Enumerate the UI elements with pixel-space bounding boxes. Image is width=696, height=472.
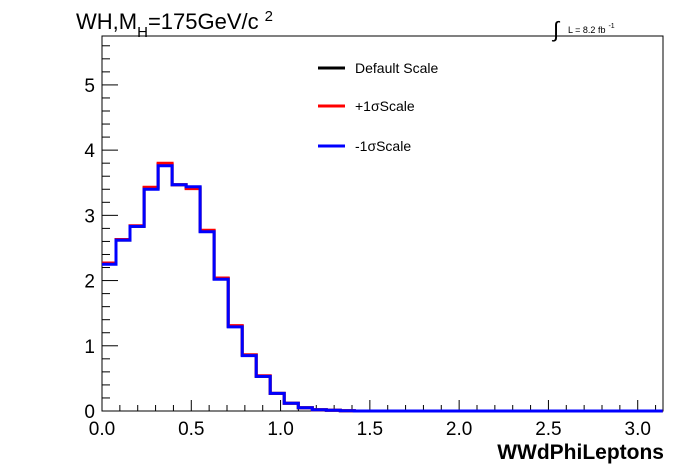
series-line-2 bbox=[102, 161, 663, 413]
x-tick-label: 2.5 bbox=[535, 419, 561, 440]
axes: 0.0 0.5 1.0 1.5 2.0 2.5 3.0 0 1 2 3 4 5 bbox=[84, 35, 664, 440]
legend-label: -1σScale bbox=[355, 138, 411, 154]
chart-title-sub: H bbox=[137, 24, 148, 41]
x-tick-label: 3.0 bbox=[625, 419, 651, 440]
y-tick-label: 1 bbox=[84, 337, 95, 358]
x-axis-label: WWdPhiLeptons bbox=[497, 441, 664, 464]
x-tick-label: 1.0 bbox=[267, 419, 293, 440]
chart-title-main: WH,M bbox=[76, 9, 137, 34]
luminosity-sup: -1 bbox=[608, 23, 614, 30]
chart-title: WH,MH=175GeV/c 2 bbox=[76, 8, 273, 41]
y-tick-label: 3 bbox=[84, 206, 95, 227]
y-tick-label: 2 bbox=[84, 272, 95, 293]
chart-title-rest: =175GeV/c bbox=[148, 9, 259, 34]
x-tick-label: 0.5 bbox=[178, 419, 204, 440]
y-tick-label: 4 bbox=[84, 141, 95, 162]
y-tick-label: 5 bbox=[84, 76, 95, 97]
luminosity-text: L = 8.2 fb bbox=[568, 25, 605, 35]
chart-title-sup: 2 bbox=[265, 8, 273, 25]
series-line-3 bbox=[102, 164, 663, 413]
x-tick-label: 0.0 bbox=[89, 419, 115, 440]
legend: Default Scale +1σScale -1σScale bbox=[318, 60, 438, 154]
legend-label: +1σScale bbox=[355, 98, 415, 114]
plot-frame bbox=[101, 35, 664, 412]
x-tick-label: 1.5 bbox=[357, 419, 383, 440]
histogram-series bbox=[102, 161, 663, 413]
y-tick-label: 0 bbox=[84, 402, 95, 423]
series-line-1 bbox=[102, 163, 663, 413]
luminosity-label: L = 8.2 fb -1 bbox=[568, 23, 615, 35]
integral-sign: ∫ bbox=[551, 17, 561, 42]
legend-label: Default Scale bbox=[355, 60, 438, 76]
x-tick-label: 2.0 bbox=[446, 419, 472, 440]
